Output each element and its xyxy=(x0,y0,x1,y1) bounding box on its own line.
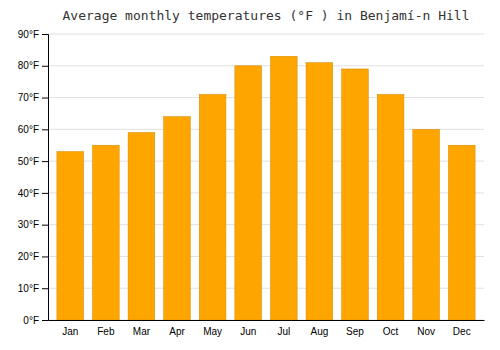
bar xyxy=(57,152,84,320)
tick: Sep xyxy=(346,326,364,337)
tick-label: Mar xyxy=(133,326,151,337)
tick: 20°F xyxy=(18,251,48,262)
bar xyxy=(128,133,155,320)
tick-label: Dec xyxy=(453,326,471,337)
tick-mark xyxy=(42,256,48,257)
tick-label: 50°F xyxy=(18,156,39,167)
tick: Jul xyxy=(277,326,290,337)
bar xyxy=(235,66,262,320)
tick: 80°F xyxy=(18,60,48,71)
tick-label: 40°F xyxy=(18,188,39,199)
tick-label: Apr xyxy=(169,326,185,337)
plot: 0°F 10°F 20°F 30°F 40°F 50°F 60°F 70°F 80°F 90°F J… xyxy=(18,29,485,337)
y-axis: 0°F 10°F 20°F 30°F 40°F 50°F 60°F 70°F 80°F 90°F xyxy=(18,29,49,326)
tick: 10°F xyxy=(18,283,48,294)
tick: 0°F xyxy=(23,315,48,326)
tick-label: 30°F xyxy=(18,219,39,230)
tick-label: 10°F xyxy=(18,283,39,294)
bars xyxy=(57,56,475,320)
tick-label: 80°F xyxy=(18,60,39,71)
tick: Jan xyxy=(62,326,78,337)
axis-line xyxy=(42,35,49,321)
tick-mark xyxy=(42,288,48,289)
grid-line xyxy=(48,34,484,35)
tick: Apr xyxy=(169,326,185,337)
tick-label: Feb xyxy=(97,326,115,337)
bar xyxy=(164,117,191,320)
tick: 90°F xyxy=(18,29,48,40)
tick: 70°F xyxy=(18,92,48,103)
tick-label: Aug xyxy=(310,326,328,337)
bar xyxy=(199,94,226,320)
tick: Aug xyxy=(310,326,328,337)
tick-label: Nov xyxy=(417,326,435,337)
tick-mark xyxy=(42,66,48,67)
bar xyxy=(377,94,404,320)
bar xyxy=(342,69,369,320)
bar xyxy=(306,63,333,320)
tick: Jun xyxy=(240,326,256,337)
tick-label: 60°F xyxy=(18,124,39,135)
grid-line xyxy=(48,65,484,66)
title: Average monthly temperatures (°F ) in Be… xyxy=(63,8,470,23)
grid xyxy=(48,34,484,320)
tick-mark xyxy=(42,320,48,321)
bar xyxy=(448,145,475,320)
bar xyxy=(413,129,440,320)
tick-mark xyxy=(42,98,48,99)
tick-label: Jan xyxy=(62,326,78,337)
axis-line xyxy=(49,320,485,321)
tick-label: Sep xyxy=(346,326,364,337)
tick-mark xyxy=(42,129,48,130)
tick-label: 0°F xyxy=(23,315,39,326)
tick-mark xyxy=(42,161,48,162)
tick: Mar xyxy=(133,326,151,337)
tick: 60°F xyxy=(18,124,48,135)
tick: May xyxy=(203,326,222,337)
tick: Feb xyxy=(97,326,115,337)
tick: 40°F xyxy=(18,188,48,199)
tick-mark xyxy=(42,34,48,35)
tick: 50°F xyxy=(18,156,48,167)
tick-label: Jun xyxy=(240,326,256,337)
bar xyxy=(92,145,119,320)
tick-label: May xyxy=(203,326,222,337)
tick-label: 70°F xyxy=(18,92,39,103)
chart: 0°F 10°F 20°F 30°F 40°F 50°F 60°F 70°F 80°F 90°F J… xyxy=(0,0,500,350)
bar xyxy=(270,56,297,320)
tick-label: 90°F xyxy=(18,29,39,40)
tick-label: Jul xyxy=(277,326,290,337)
x-axis: Jan Feb Mar Apr May Jun Jul Aug Sep Oct Nov Dec xyxy=(49,321,485,338)
tick-mark xyxy=(42,193,48,194)
tick: Nov xyxy=(417,326,435,337)
tick: Oct xyxy=(383,326,399,337)
grid-line xyxy=(48,97,484,98)
tick-mark xyxy=(42,225,48,226)
tick-label: Oct xyxy=(383,326,399,337)
tick: 30°F xyxy=(18,219,48,230)
tick: Dec xyxy=(453,326,471,337)
tick-label: 20°F xyxy=(18,251,39,262)
